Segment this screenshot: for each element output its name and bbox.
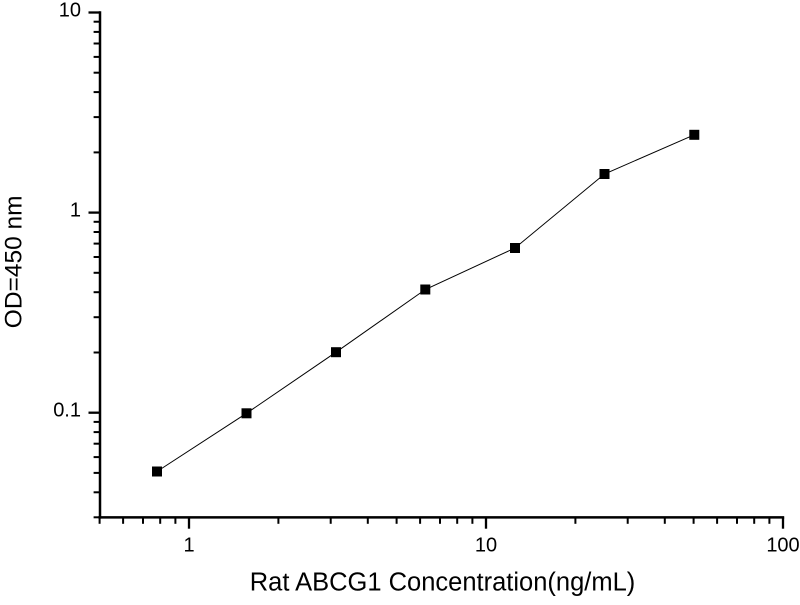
svg-text:1: 1	[70, 200, 81, 222]
svg-text:OD=450 nm: OD=450 nm	[1, 195, 28, 328]
svg-text:1: 1	[183, 535, 194, 557]
svg-text:10: 10	[475, 535, 497, 557]
svg-text:100: 100	[766, 535, 799, 557]
svg-text:0.1: 0.1	[53, 400, 81, 422]
svg-text:10: 10	[59, 0, 81, 22]
svg-text:Rat ABCG1 Concentration(ng/mL): Rat ABCG1 Concentration(ng/mL)	[250, 569, 636, 597]
